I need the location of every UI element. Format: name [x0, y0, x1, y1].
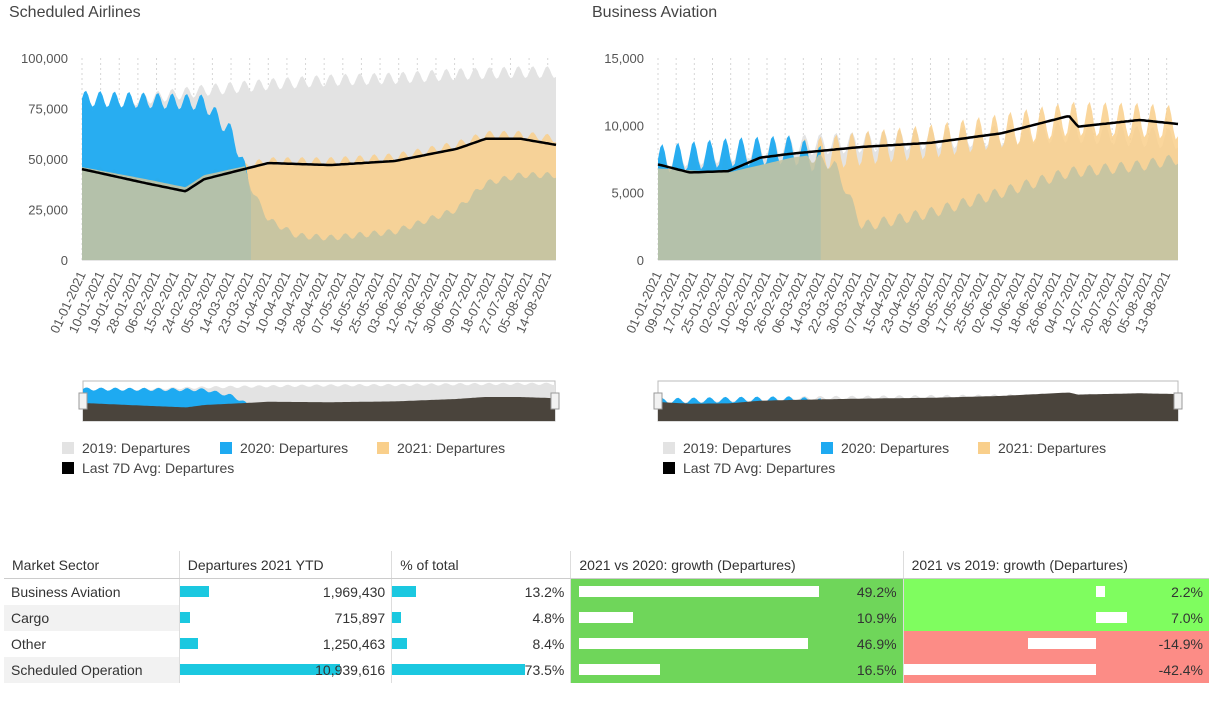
- chart-title: Scheduled Airlines: [9, 4, 141, 21]
- y-tick-label: 50,000: [28, 152, 68, 167]
- navigator-avg-area: [83, 397, 555, 421]
- legend: 2019: Departures 2020: Departures 2021: …: [62, 440, 582, 480]
- pct-bar: [392, 638, 408, 649]
- cell-growth-2019: -14.9%: [903, 631, 1209, 657]
- avg-line: [657, 115, 1179, 174]
- overlap-area: [82, 166, 556, 260]
- departures-bar: [179, 664, 340, 675]
- y-tick-label: 0: [61, 253, 68, 268]
- cell-sector: Business Aviation: [4, 578, 180, 605]
- pct-bar: [392, 586, 417, 597]
- pct-bar: [392, 664, 526, 675]
- legend-item-avg[interactable]: Last 7D Avg: Departures: [62, 460, 234, 476]
- chart-svg-scheduled: 100,00075,00050,00025,000001-01-202110-0…: [21, 51, 560, 422]
- cell-pct: 4.8%: [391, 605, 572, 631]
- navigator-handle[interactable]: [550, 392, 560, 410]
- cell-growth-2019: 7.0%: [903, 605, 1209, 631]
- cell-growth-2020: 46.9%: [570, 631, 904, 657]
- cell-growth-2019: -42.4%: [903, 657, 1209, 683]
- avg-line: [81, 137, 557, 193]
- chart-panel-business: Business Aviation 15,000 10,000 5,000 0 01-0…: [590, 0, 1190, 500]
- growth-2019-bar: [1095, 612, 1127, 623]
- cell-sector: Cargo: [4, 605, 180, 631]
- cell-departures: 10,939,616: [179, 657, 393, 683]
- overlap-area: [658, 154, 1178, 260]
- legend-item-2021[interactable]: 2021: Departures: [978, 440, 1106, 456]
- cell-pct: 73.5%: [391, 657, 572, 683]
- market-sector-table: Market Sector Departures 2021 YTD % of t…: [4, 551, 1209, 683]
- y-tick-label: 5,000: [611, 186, 644, 201]
- col-header-departures[interactable]: Departures 2021 YTD: [179, 551, 393, 579]
- legend-item-2019[interactable]: 2019: Departures: [62, 440, 190, 456]
- growth-2019-bar: [903, 664, 1096, 675]
- growth-2020-bar: [579, 638, 809, 649]
- navigator-handle[interactable]: [653, 392, 663, 410]
- y-tick-label: 75,000: [28, 102, 68, 117]
- cell-sector: Scheduled Operation: [4, 657, 180, 683]
- cell-departures: 715,897: [179, 605, 393, 631]
- navigator[interactable]: [653, 380, 1183, 422]
- cell-departures: 1,250,463: [179, 631, 393, 657]
- growth-2020-bar: [579, 586, 820, 597]
- cell-sector: Other: [4, 631, 180, 657]
- chart-svg-business: 15,00010,0005,000001-01-202109-01-202117…: [604, 51, 1183, 422]
- legend-item-2020[interactable]: 2020: Departures: [220, 440, 348, 456]
- navigator[interactable]: [78, 380, 560, 422]
- growth-2019-bar: [1095, 586, 1106, 597]
- growth-2020-bar: [579, 664, 660, 675]
- table-row[interactable]: Business Aviation 1,969,430 13.2% 49.2% 2.2%: [4, 578, 1209, 605]
- table-row[interactable]: Cargo 715,897 4.8% 10.9% 7.0%: [4, 605, 1209, 631]
- table-row[interactable]: Scheduled Operation 10,939,616 73.5% 16.5% -…: [4, 657, 1209, 683]
- y-tick-label: 25,000: [28, 203, 68, 218]
- cell-departures: 1,969,430: [179, 578, 393, 605]
- chart-panel-scheduled: Scheduled Airlines 100,000 75,000 50,000 25…: [0, 0, 600, 500]
- cell-growth-2020: 49.2%: [570, 578, 904, 605]
- legend: 2019: Departures 2020: Departures 2021: …: [663, 440, 1183, 480]
- cell-pct: 13.2%: [391, 578, 572, 605]
- y-tick-label: 0: [637, 253, 644, 268]
- navigator-handle[interactable]: [78, 392, 88, 410]
- y-tick-label: 100,000: [21, 51, 68, 66]
- y-tick-label: 15,000: [604, 51, 644, 66]
- col-header-pct[interactable]: % of total: [391, 551, 572, 579]
- departures-bar: [179, 638, 198, 649]
- navigator-avg-area: [658, 392, 1178, 421]
- navigator-handle[interactable]: [1173, 392, 1183, 410]
- departures-bar: [179, 586, 209, 597]
- legend-item-2020[interactable]: 2020: Departures: [821, 440, 949, 456]
- chart-title: Business Aviation: [592, 4, 718, 21]
- growth-2020-bar: [579, 612, 633, 623]
- pct-bar: [392, 612, 401, 623]
- cell-growth-2019: 2.2%: [903, 578, 1209, 605]
- legend-item-2019[interactable]: 2019: Departures: [663, 440, 791, 456]
- legend-item-2021[interactable]: 2021: Departures: [377, 440, 505, 456]
- cell-growth-2020: 16.5%: [570, 657, 904, 683]
- cell-growth-2020: 10.9%: [570, 605, 904, 631]
- col-header-growth-2019[interactable]: 2021 vs 2019: growth (Departures): [903, 551, 1209, 579]
- y-tick-label: 10,000: [604, 118, 644, 133]
- table-header-row: Market Sector Departures 2021 YTD % of t…: [4, 551, 1209, 579]
- table-row[interactable]: Other 1,250,463 8.4% 46.9% -14.9%: [4, 631, 1209, 657]
- col-header-growth-2020[interactable]: 2021 vs 2020: growth (Departures): [570, 551, 904, 579]
- growth-2019-bar: [1028, 638, 1096, 649]
- col-header-sector[interactable]: Market Sector: [4, 551, 180, 579]
- cell-pct: 8.4%: [391, 631, 572, 657]
- departures-bar: [179, 612, 191, 623]
- legend-item-avg[interactable]: Last 7D Avg: Departures: [663, 460, 835, 476]
